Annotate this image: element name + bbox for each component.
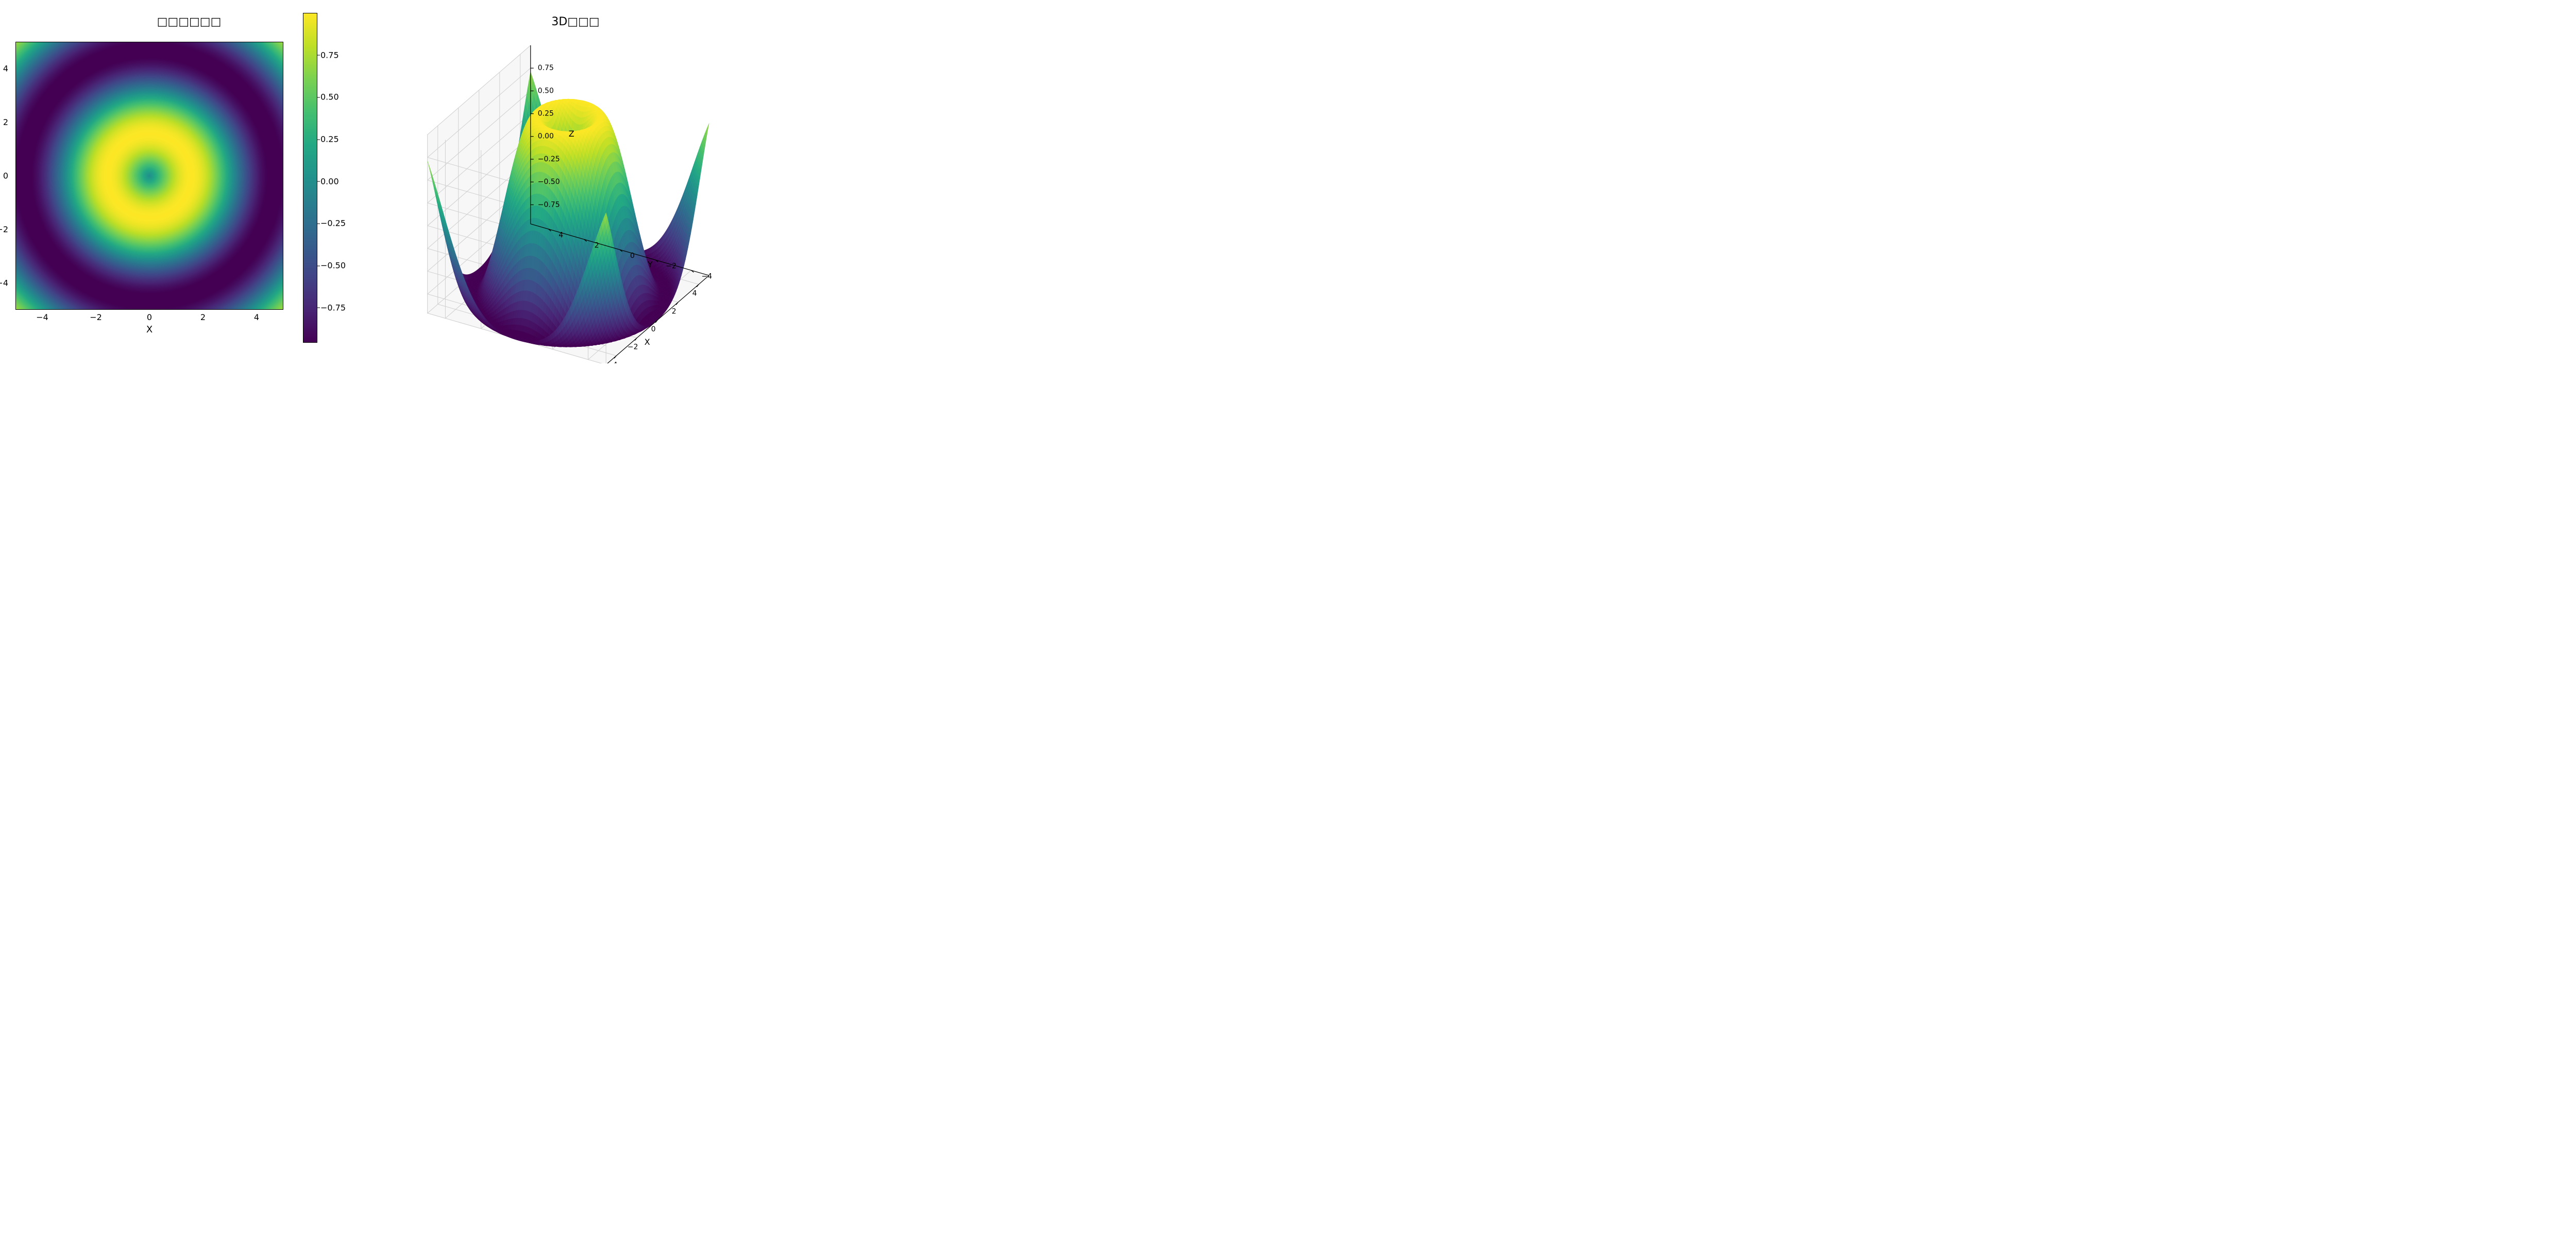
surface3d-panel: 3D□□□ −4−2024−4−2024−0.75−0.50−0.250.000… xyxy=(394,15,757,363)
surface3d-svg: −4−2024−4−2024−0.75−0.50−0.250.000.250.5… xyxy=(395,34,756,363)
heatmap-ytick: −2 xyxy=(0,224,8,234)
heatmap-xtick: 0 xyxy=(147,312,152,322)
heatmap-ytick: −4 xyxy=(0,278,8,288)
colorbar-tick: −0.25 xyxy=(320,219,346,228)
figure: □□□□□□ Y −4−2024−4−2024 X −0.75 −0.50 −0.2… xyxy=(0,0,773,379)
heatmap-ytick: 2 xyxy=(3,117,8,127)
colorbar-ticks: −0.75 −0.50 −0.25 0.00 0.25 0.50 0.75 xyxy=(317,13,363,343)
colorbar-tick: 0.50 xyxy=(320,92,339,102)
colorbar: −0.75 −0.50 −0.25 0.00 0.25 0.50 0.75 xyxy=(303,13,363,343)
heatmap-panel: □□□□□□ Y −4−2024−4−2024 X −0.75 −0.50 −0.2… xyxy=(15,15,363,363)
surface3d-title: 3D□□□ xyxy=(551,15,599,28)
heatmap-ytick: 0 xyxy=(3,171,8,180)
heatmap-wrap: Y −4−2024−4−2024 X −0.75 −0.50 −0.25 0.00 0.… xyxy=(15,34,363,343)
colorbar-gradient xyxy=(303,13,317,343)
heatmap-xtick: −2 xyxy=(90,312,102,322)
heatmap-canvas xyxy=(15,42,283,310)
colorbar-tick: 0.25 xyxy=(320,135,339,144)
heatmap-xtick: 2 xyxy=(200,312,206,322)
heatmap-ytick: 4 xyxy=(3,63,8,73)
colorbar-tick: 0.00 xyxy=(320,176,339,186)
heatmap-x-axis-label: X xyxy=(146,324,152,335)
heatmap-xtick: 4 xyxy=(254,312,259,322)
colorbar-tick: 0.75 xyxy=(320,50,339,60)
colorbar-tick: −0.75 xyxy=(320,303,346,312)
heatmap-axes: Y −4−2024−4−2024 xyxy=(15,42,283,310)
heatmap-title: □□□□□□ xyxy=(157,15,222,28)
colorbar-tick: −0.50 xyxy=(320,261,346,271)
heatmap-xtick: −4 xyxy=(36,312,48,322)
